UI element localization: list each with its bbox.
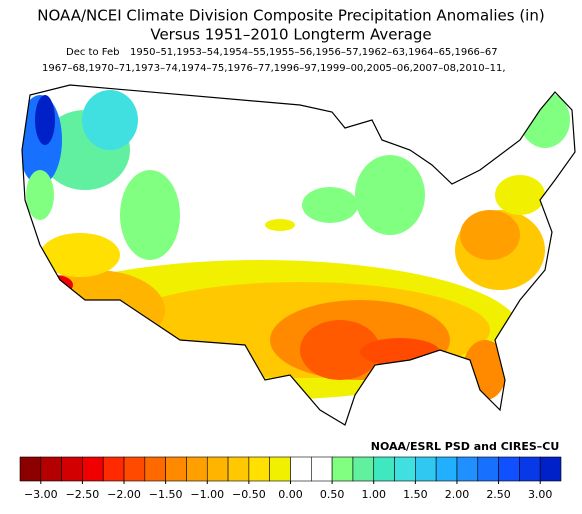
map-fill	[22, 85, 575, 425]
colorbar-label: 0.00	[278, 488, 303, 501]
colorbar-swatch	[415, 456, 437, 482]
colorbar-label: 1.00	[361, 488, 386, 501]
colorbar-label: 0.50	[320, 488, 345, 501]
years-line-2: 1967–68,1970–71,1973–74,1974–75,1976–77,…	[42, 63, 506, 74]
colorbar-swatch	[311, 456, 333, 482]
colorbar-swatch	[40, 456, 62, 482]
colorbar-swatch	[290, 456, 312, 482]
colorbar-swatch	[519, 456, 541, 482]
colorbar-swatch	[331, 456, 354, 482]
colorbar-swatch	[144, 456, 166, 482]
colorbar-label: −2.00	[107, 488, 141, 501]
colorbar-swatch	[456, 456, 479, 482]
colorbar-swatch	[186, 456, 208, 482]
colorbar-swatch	[248, 456, 270, 482]
colorbar-swatch	[61, 456, 83, 482]
colorbar: −3.00 −2.50 −2.00 −1.50 −1.00 −0.50 0.00 0.50 1.…	[19, 456, 562, 501]
colorbar-label: −1.50	[149, 488, 183, 501]
colorbar-label: 1.50	[403, 488, 428, 501]
colorbar-swatch	[498, 456, 520, 482]
credit: NOAA/ESRL PSD and CIRES–CU	[371, 440, 560, 453]
subtitle: Versus 1951–2010 Longterm Average	[150, 26, 431, 44]
colorbar-label: −3.00	[24, 488, 58, 501]
colorbar-label: 3.00	[528, 488, 553, 501]
season: Dec to Feb	[66, 47, 119, 58]
colorbar-swatch	[394, 456, 416, 482]
colorbar-swatch	[435, 456, 458, 482]
colorbar-label: 2.50	[486, 488, 511, 501]
colorbar-swatch	[19, 456, 42, 482]
title: NOAA/NCEI Climate Division Composite Pre…	[37, 7, 544, 25]
colorbar-swatch	[123, 456, 146, 482]
colorbar-swatch	[206, 456, 229, 482]
colorbar-swatch	[539, 456, 562, 482]
us-outline	[21, 84, 576, 426]
colorbar-swatch	[165, 456, 187, 482]
colorbar-label: −2.50	[66, 488, 100, 501]
colorbar-swatch	[227, 456, 250, 482]
colorbar-swatch	[373, 456, 395, 482]
colorbar-swatch	[82, 456, 104, 482]
colorbar-swatch	[269, 456, 291, 482]
colorbar-label: −0.50	[232, 488, 266, 501]
colorbar-label: −1.00	[190, 488, 224, 501]
colorbar-swatch	[477, 456, 499, 482]
colorbar-swatch	[352, 456, 375, 482]
colorbar-swatch	[102, 456, 125, 482]
colorbar-label: 2.00	[445, 488, 470, 501]
years-line-1: 1950–51,1953–54,1954–55,1955–56,1956–57,…	[130, 47, 498, 58]
